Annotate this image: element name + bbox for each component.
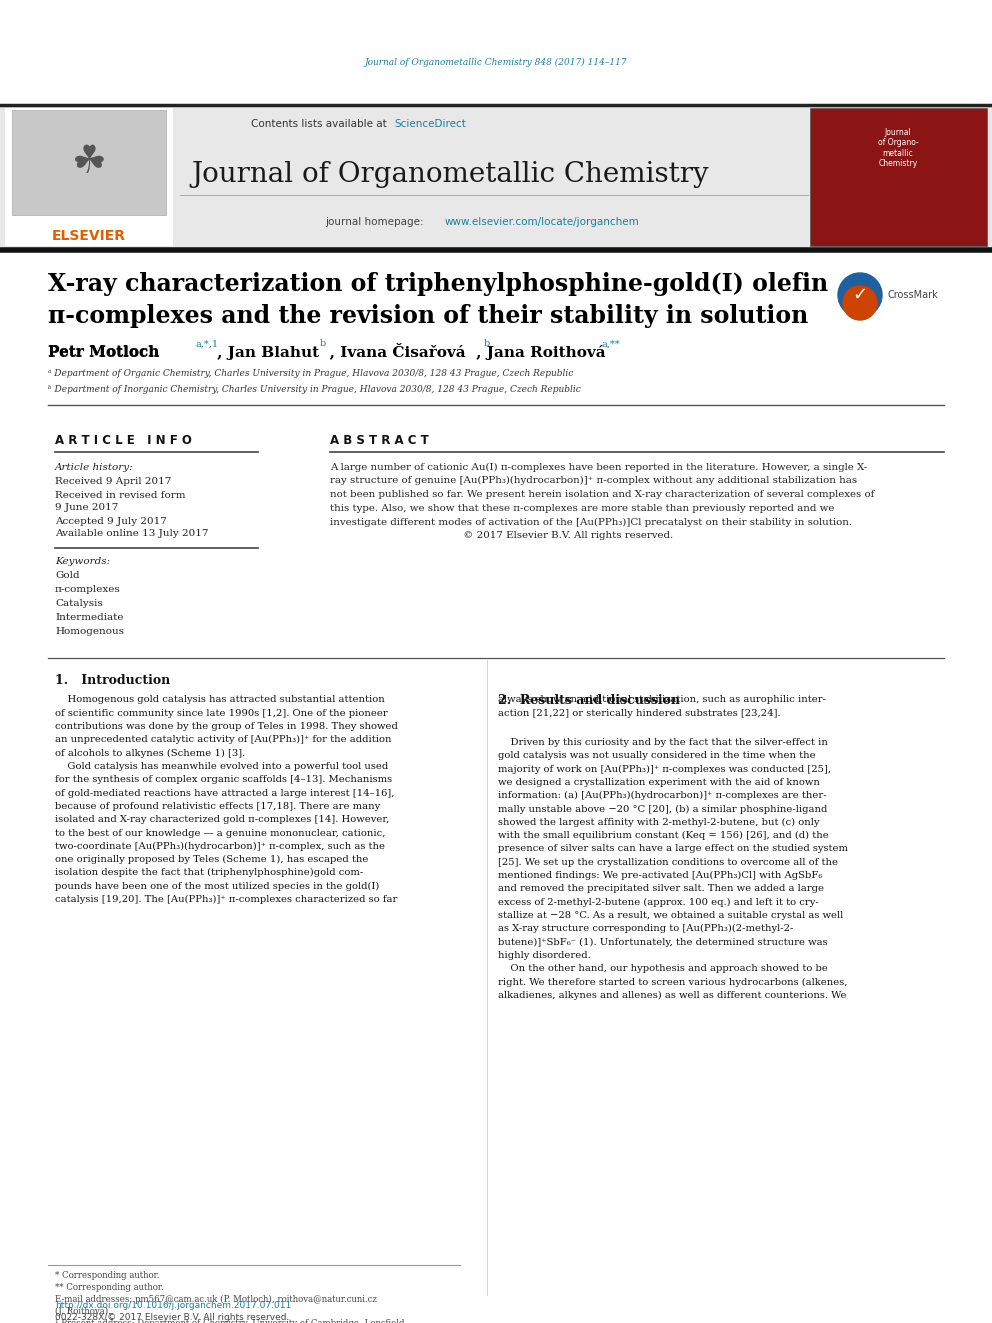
Text: Journal
of Organo-
metallic
Chemistry: Journal of Organo- metallic Chemistry	[878, 128, 919, 168]
Text: 2.  Results and discussion: 2. Results and discussion	[498, 693, 680, 706]
Text: gold catalysis was not usually considered in the time when the: gold catalysis was not usually considere…	[498, 751, 815, 761]
Text: * Corresponding author.: * Corresponding author.	[55, 1270, 160, 1279]
Text: Accepted 9 July 2017: Accepted 9 July 2017	[55, 516, 167, 525]
Text: [25]. We set up the crystallization conditions to overcome all of the: [25]. We set up the crystallization cond…	[498, 857, 838, 867]
Text: ᵃ Department of Organic Chemistry, Charles University in Prague, Hlavova 2030/8,: ᵃ Department of Organic Chemistry, Charl…	[48, 369, 573, 378]
Text: © 2017 Elsevier B.V. All rights reserved.: © 2017 Elsevier B.V. All rights reserved…	[330, 532, 674, 541]
Text: Gold catalysis has meanwhile evolved into a powerful tool used: Gold catalysis has meanwhile evolved int…	[55, 762, 388, 771]
Text: highly disordered.: highly disordered.	[498, 951, 591, 960]
Text: ray structure of genuine [Au(PPh₃)(hydrocarbon)]⁺ π-complex without any addition: ray structure of genuine [Au(PPh₃)(hydro…	[330, 476, 857, 486]
Text: ☘: ☘	[71, 143, 106, 181]
Text: Homogenous: Homogenous	[55, 627, 124, 636]
Text: ScienceDirect: ScienceDirect	[394, 119, 466, 130]
Text: π-complexes: π-complexes	[55, 586, 121, 594]
Text: mally unstable above −20 °C [20], (b) a similar phosphine-ligand: mally unstable above −20 °C [20], (b) a …	[498, 804, 827, 814]
Text: Received in revised form: Received in revised form	[55, 491, 186, 500]
Text: ᵇ Department of Inorganic Chemistry, Charles University in Prague, Hlavova 2030/: ᵇ Department of Inorganic Chemistry, Cha…	[48, 385, 580, 393]
Text: isolation despite the fact that (triphenylphosphine)gold com-: isolation despite the fact that (triphen…	[55, 868, 363, 877]
Text: Petr Motloch           , Jan Blahut  , Ivana Čisařová  , Jana Roithová: Petr Motloch , Jan Blahut , Ivana Čisařo…	[48, 344, 606, 360]
Text: mentioned findings: We pre-activated [Au(PPh₃)Cl] with AgSbF₆: mentioned findings: We pre-activated [Au…	[498, 871, 822, 880]
Text: always show an additional stabilization, such as aurophilic inter-: always show an additional stabilization,…	[498, 696, 826, 705]
Text: a,**: a,**	[602, 340, 621, 348]
Text: Available online 13 July 2017: Available online 13 July 2017	[55, 529, 208, 538]
Text: 1.   Introduction: 1. Introduction	[55, 673, 171, 687]
Text: one originally proposed by Teles (Scheme 1), has escaped the: one originally proposed by Teles (Scheme…	[55, 855, 368, 864]
Text: Catalysis: Catalysis	[55, 599, 103, 609]
Text: pounds have been one of the most utilized species in the gold(I): pounds have been one of the most utilize…	[55, 881, 379, 890]
Text: 0022-328X/© 2017 Elsevier B.V. All rights reserved.: 0022-328X/© 2017 Elsevier B.V. All right…	[55, 1312, 290, 1322]
Text: contributions was done by the group of Teles in 1998. They showed: contributions was done by the group of T…	[55, 722, 398, 732]
Text: Article history:: Article history:	[55, 463, 134, 471]
Text: ** Corresponding author.: ** Corresponding author.	[55, 1282, 164, 1291]
Text: b: b	[320, 340, 326, 348]
Text: ¹ Present address: Department of Chemistry, University of Cambridge, Lensfield: ¹ Present address: Department of Chemist…	[55, 1319, 405, 1323]
Text: showed the largest affinity with 2-methyl-2-butene, but (c) only: showed the largest affinity with 2-methy…	[498, 818, 819, 827]
Text: to the best of our knowledge — a genuine mononuclear, cationic,: to the best of our knowledge — a genuine…	[55, 828, 386, 837]
Text: A large number of cationic Au(I) π-complexes have been reported in the literatur: A large number of cationic Au(I) π-compl…	[330, 463, 867, 471]
Text: CrossMark: CrossMark	[888, 290, 938, 300]
Text: catalysis [19,20]. The [Au(PPh₃)]⁺ π-complexes characterized so far: catalysis [19,20]. The [Au(PPh₃)]⁺ π-com…	[55, 894, 398, 904]
Text: presence of silver salts can have a large effect on the studied system: presence of silver salts can have a larg…	[498, 844, 848, 853]
Text: right. We therefore started to screen various hydrocarbons (alkenes,: right. We therefore started to screen va…	[498, 978, 847, 987]
Text: isolated and X-ray characterized gold π-complexes [14]. However,: isolated and X-ray characterized gold π-…	[55, 815, 390, 824]
Circle shape	[843, 286, 877, 320]
Text: π-complexes and the revision of their stability in solution: π-complexes and the revision of their st…	[48, 304, 808, 328]
Text: b: b	[484, 340, 490, 348]
Text: for the synthesis of complex organic scaffolds [4–13]. Mechanisms: for the synthesis of complex organic sca…	[55, 775, 392, 785]
Text: information: (a) [Au(PPh₃)(hydrocarbon)]⁺ π-complexes are ther-: information: (a) [Au(PPh₃)(hydrocarbon)]…	[498, 791, 826, 800]
Bar	[12, 110, 166, 216]
Text: Petr Motloch: Petr Motloch	[48, 345, 165, 359]
Text: this type. Also, we show that these π-complexes are more stable than previously : this type. Also, we show that these π-co…	[330, 504, 834, 513]
Text: A B S T R A C T: A B S T R A C T	[330, 434, 429, 446]
Text: X-ray characterization of triphenylphosphine-gold(I) olefin: X-ray characterization of triphenylphosp…	[48, 273, 828, 296]
Text: Driven by this curiosity and by the fact that the silver-effect in: Driven by this curiosity and by the fact…	[498, 738, 828, 747]
Text: a,*,1: a,*,1	[196, 340, 219, 348]
Text: two-coordinate [Au(PPh₃)(hydrocarbon)]⁺ π-complex, such as the: two-coordinate [Au(PPh₃)(hydrocarbon)]⁺ …	[55, 841, 385, 851]
Text: majority of work on [Au(PPh₃)]⁺ π-complexes was conducted [25],: majority of work on [Au(PPh₃)]⁺ π-comple…	[498, 765, 831, 774]
Text: stallize at −28 °C. As a result, we obtained a suitable crystal as well: stallize at −28 °C. As a result, we obta…	[498, 912, 843, 919]
Text: of scientific community since late 1990s [1,2]. One of the pioneer: of scientific community since late 1990s…	[55, 709, 388, 718]
Text: with the small equilibrium constant (Keq = 156) [26], and (d) the: with the small equilibrium constant (Keq…	[498, 831, 828, 840]
Text: Homogenous gold catalysis has attracted substantial attention: Homogenous gold catalysis has attracted …	[55, 696, 385, 705]
Text: butene)]⁺SbF₆⁻ (1). Unfortunately, the determined structure was: butene)]⁺SbF₆⁻ (1). Unfortunately, the d…	[498, 938, 827, 947]
Text: alkadienes, alkynes and allenes) as well as different counterions. We: alkadienes, alkynes and allenes) as well…	[498, 991, 846, 1000]
Text: E-mail addresses: pm567@cam.ac.uk (P. Motloch), roithova@natur.cuni.cz: E-mail addresses: pm567@cam.ac.uk (P. Mo…	[55, 1294, 377, 1303]
Text: Keywords:: Keywords:	[55, 557, 110, 566]
Text: Journal of Organometallic Chemistry: Journal of Organometallic Chemistry	[191, 161, 709, 188]
Text: action [21,22] or sterically hindered substrates [23,24].: action [21,22] or sterically hindered su…	[498, 709, 781, 718]
Text: http://dx.doi.org/10.1016/j.jorganchem.2017.07.011: http://dx.doi.org/10.1016/j.jorganchem.2…	[55, 1301, 292, 1310]
Text: On the other hand, our hypothesis and approach showed to be: On the other hand, our hypothesis and ap…	[498, 964, 828, 974]
Text: Journal of Organometallic Chemistry 848 (2017) 114–117: Journal of Organometallic Chemistry 848 …	[365, 57, 627, 66]
Text: ELSEVIER: ELSEVIER	[52, 229, 126, 243]
Bar	[5, 108, 173, 246]
Text: not been published so far. We present herein isolation and X-ray characterizatio: not been published so far. We present he…	[330, 490, 874, 499]
Text: excess of 2-methyl-2-butene (approx. 100 eq.) and left it to cry-: excess of 2-methyl-2-butene (approx. 100…	[498, 897, 818, 906]
Text: Intermediate: Intermediate	[55, 614, 123, 623]
Text: investigate different modes of activation of the [Au(PPh₃)]Cl precatalyst on the: investigate different modes of activatio…	[330, 517, 852, 527]
Text: journal homepage:: journal homepage:	[325, 217, 427, 228]
Circle shape	[838, 273, 882, 318]
Text: and removed the precipitated silver salt. Then we added a large: and removed the precipitated silver salt…	[498, 884, 824, 893]
Bar	[810, 108, 987, 246]
Text: 9 June 2017: 9 June 2017	[55, 503, 118, 512]
Text: Contents lists available at: Contents lists available at	[251, 119, 390, 130]
Text: as X-ray structure corresponding to [Au(PPh₃)(2-methyl-2-: as X-ray structure corresponding to [Au(…	[498, 925, 794, 933]
Text: of alcohols to alkynes (Scheme 1) [3].: of alcohols to alkynes (Scheme 1) [3].	[55, 749, 245, 758]
Text: (J. Roithová).: (J. Roithová).	[55, 1306, 111, 1316]
Text: Received 9 April 2017: Received 9 April 2017	[55, 478, 172, 487]
Bar	[0, 105, 992, 250]
Text: Gold: Gold	[55, 572, 79, 581]
Text: ✓: ✓	[852, 286, 868, 304]
Text: www.elsevier.com/locate/jorganchem: www.elsevier.com/locate/jorganchem	[445, 217, 640, 228]
Text: an unprecedented catalytic activity of [Au(PPh₃)]⁺ for the addition: an unprecedented catalytic activity of […	[55, 736, 392, 745]
Text: of gold-mediated reactions have attracted a large interest [14–16],: of gold-mediated reactions have attracte…	[55, 789, 395, 798]
Text: A R T I C L E   I N F O: A R T I C L E I N F O	[55, 434, 191, 446]
Text: because of profound relativistic effects [17,18]. There are many: because of profound relativistic effects…	[55, 802, 380, 811]
Text: we designed a crystallization experiment with the aid of known: we designed a crystallization experiment…	[498, 778, 819, 787]
